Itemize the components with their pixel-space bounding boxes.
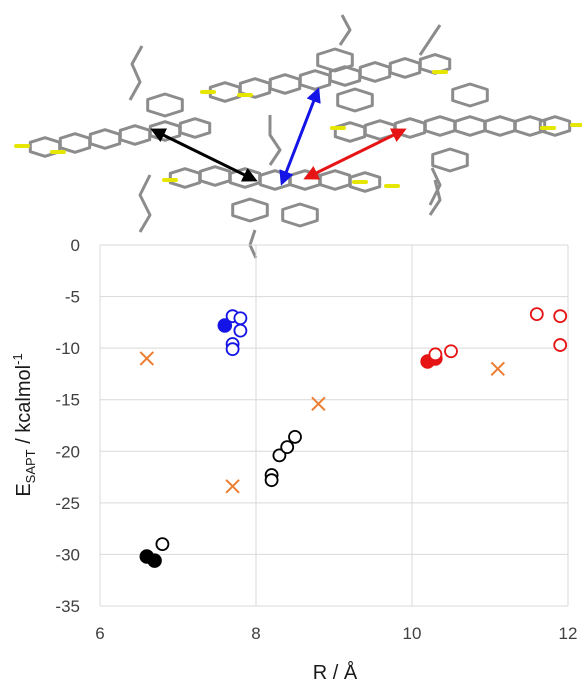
- data-point: [233, 311, 248, 326]
- molecule-ring: [388, 57, 422, 79]
- y-axis-label-sub: SAPT: [23, 449, 38, 483]
- y-axis-label-main: E: [13, 483, 35, 496]
- molecule-structure-image: [14, 14, 582, 259]
- molecule-ring: [483, 115, 517, 137]
- x-axis-ticks: 6 8 10 12: [95, 624, 577, 643]
- y-axis-label-tail: / kcalmol: [13, 365, 35, 449]
- data-point: [553, 338, 568, 352]
- y-tick-label: -30: [55, 545, 80, 564]
- molecule-ring: [318, 169, 352, 191]
- data-point: [155, 537, 170, 552]
- molecule-chain: [138, 174, 152, 233]
- data-point: [147, 553, 162, 568]
- molecule-ring: [231, 197, 269, 223]
- data-point: [288, 429, 302, 444]
- molecule-ring: [88, 128, 122, 150]
- molecule-ring: [453, 115, 487, 137]
- data-point: [233, 323, 248, 338]
- data-point: [225, 479, 240, 494]
- data-point: [444, 344, 458, 359]
- molecule-ring: [333, 121, 367, 143]
- y-tick-label: 0: [71, 236, 80, 255]
- x-tick-label: 12: [559, 624, 578, 643]
- x-axis-label: R / Å: [313, 661, 358, 684]
- molecule-ring: [178, 117, 212, 139]
- molecule-chain: [418, 24, 442, 56]
- molecule-chain: [128, 45, 144, 101]
- data-point: [428, 347, 443, 362]
- molecule-ring: [268, 73, 302, 95]
- molecule-chain: [428, 167, 442, 206]
- molecule-ring: [336, 87, 374, 113]
- molecule-ring: [298, 69, 332, 91]
- y-tick-label: -35: [55, 597, 80, 616]
- molecule-chain: [248, 229, 258, 259]
- data-point: [139, 351, 155, 366]
- molecule-ring: [451, 82, 489, 108]
- molecule-ring: [198, 165, 232, 187]
- molecule-ring: [538, 115, 572, 137]
- molecule-ring: [316, 47, 354, 73]
- y-axis-label: ESAPT / kcalmol-1: [10, 353, 38, 496]
- molecule-chain: [428, 179, 442, 216]
- distance-arrow: [150, 128, 258, 182]
- data-point: [529, 307, 544, 322]
- molecule-chain: [338, 14, 352, 46]
- distance-arrow: [279, 87, 321, 186]
- data-point: [311, 396, 326, 412]
- distance-arrow: [303, 128, 407, 180]
- data-point: [264, 473, 279, 488]
- molecule-ring: [423, 115, 457, 137]
- x-tick-label: 8: [251, 624, 260, 643]
- y-axis-label-sup: -1: [10, 353, 25, 365]
- data-point: [280, 440, 295, 455]
- y-tick-label: -15: [55, 391, 80, 410]
- data-point: [272, 448, 287, 463]
- molecule-ring: [58, 132, 92, 154]
- y-tick-label: -5: [65, 288, 80, 307]
- molecule-chain: [268, 115, 282, 166]
- data-point: [490, 361, 506, 376]
- x-tick-label: 10: [403, 624, 422, 643]
- data-points: [139, 307, 568, 568]
- data-point: [217, 318, 233, 333]
- data-point: [225, 342, 240, 357]
- molecule-ring: [431, 147, 469, 173]
- x-tick-label: 6: [95, 624, 104, 643]
- plot-grid: [99, 244, 569, 607]
- y-tick-label: -20: [55, 442, 80, 461]
- y-axis-ticks: 0 -5 -10 -15 -20 -25 -30 -35: [55, 236, 80, 616]
- molecule-ring: [281, 202, 319, 228]
- molecule-ring: [358, 61, 392, 83]
- molecule-ring: [118, 124, 152, 146]
- data-point: [553, 309, 568, 324]
- molecule-ring: [146, 92, 184, 118]
- y-tick-label: -10: [55, 339, 80, 358]
- molecule-ring: [393, 117, 427, 139]
- y-tick-label: -25: [55, 494, 80, 513]
